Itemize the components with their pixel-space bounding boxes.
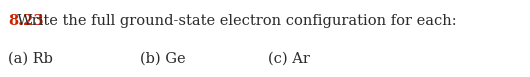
Text: (b) Ge: (b) Ge — [140, 52, 186, 66]
Text: (c) Ar: (c) Ar — [268, 52, 310, 66]
Text: Write the full ground-state electron configuration for each:: Write the full ground-state electron con… — [8, 14, 457, 28]
Text: 8.23: 8.23 — [8, 14, 43, 28]
Text: (a) Rb: (a) Rb — [8, 52, 53, 66]
